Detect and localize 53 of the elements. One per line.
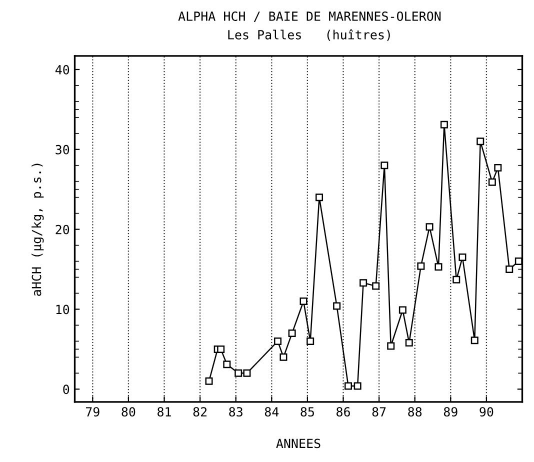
point (417, 262, 425, 270)
x-tick-label: 88 (408, 407, 422, 417)
point (234, 369, 242, 377)
point (452, 276, 460, 284)
chart-title: ALPHA HCH / BAIE DE MARENNES-OLERON (178, 12, 441, 22)
x-tick-label: 83 (229, 407, 242, 417)
point (506, 266, 514, 274)
point (243, 369, 251, 377)
point (476, 138, 484, 146)
y-tick-label: 40 (55, 64, 70, 74)
point (288, 329, 296, 337)
chart-subtitle: Les Palles (huîtres) (228, 29, 390, 41)
point (488, 178, 496, 186)
point (274, 337, 282, 345)
point (405, 339, 413, 347)
x-tick-label: 82 (193, 407, 207, 417)
point (333, 302, 341, 310)
point (458, 254, 466, 262)
point (494, 164, 502, 172)
x-tick-label: 86 (336, 407, 350, 417)
y-tick-label: 0 (63, 384, 70, 394)
x-tick-label: 80 (122, 407, 136, 417)
point (354, 382, 362, 390)
point (372, 282, 380, 290)
x-tick-label: 90 (480, 407, 494, 417)
point (280, 353, 288, 361)
point (470, 336, 478, 344)
point (387, 342, 395, 350)
point (380, 162, 388, 170)
point (205, 377, 213, 385)
x-tick-label: 81 (158, 407, 171, 417)
point (514, 258, 522, 266)
point (316, 194, 324, 202)
x-tick-label: 87 (372, 407, 386, 417)
x-tick-label: 85 (300, 407, 314, 417)
x-tick-label: 89 (444, 407, 458, 417)
point (223, 360, 231, 368)
point (217, 345, 225, 353)
y-tick-label: 20 (56, 224, 70, 234)
x-tick-label: 84 (264, 407, 279, 417)
point (434, 263, 442, 271)
point (344, 382, 352, 390)
y-tick-label: 10 (56, 304, 70, 314)
y-axis-title: aHCH (µg/kg, p.s.) (32, 164, 44, 296)
x-tick-label: 79 (86, 407, 100, 417)
point (360, 279, 368, 287)
point (440, 120, 448, 128)
point (306, 337, 314, 345)
point (398, 306, 406, 314)
x-axis-title: ANNEES (276, 438, 320, 448)
y-tick-label: 30 (56, 144, 70, 154)
point (426, 223, 434, 231)
point (300, 297, 308, 305)
